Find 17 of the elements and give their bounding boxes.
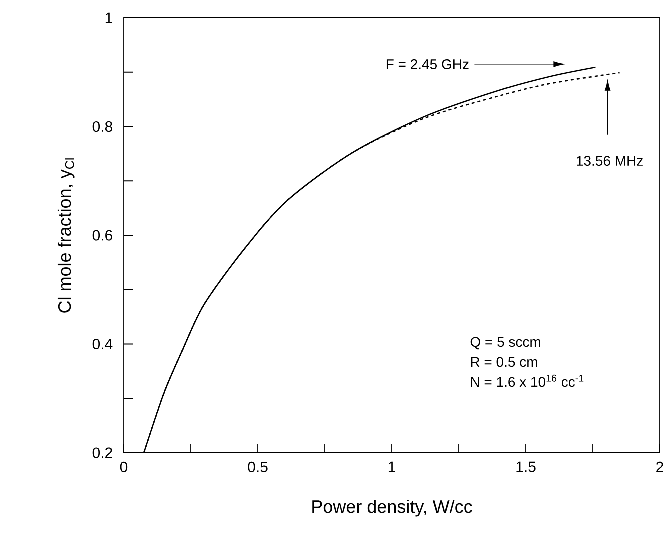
annotation: F = 2.45 GHz [386,60,469,70]
annotation: R = 0.5 cm [471,357,538,368]
annotation: 13.56 MHz [577,156,643,166]
x-tick-label: 0.5 [248,462,268,472]
x-tick-label: 1.5 [516,462,536,472]
y-axis-title: Cl mole fraction, y$_{Cl}$ [58,158,75,313]
annotation: N = 1.6 x 10$^{16}$ cc$^{-1}$ [471,374,584,388]
x-axis-title: Power density, W/cc [312,500,472,517]
y-tick-label: 1 [106,12,112,24]
x-tick-label: 0 [120,462,128,472]
y-tick-label: 0.2 [92,448,112,458]
y-tick-label: 0.8 [92,121,112,132]
y-tick-label: 0.6 [92,230,112,241]
x-tick-label: 2 [656,462,664,472]
x-tick-label: 1 [388,462,396,472]
annotation: Q = 5 sccm [470,337,540,350]
y-tick-label: 0.4 [92,338,113,350]
